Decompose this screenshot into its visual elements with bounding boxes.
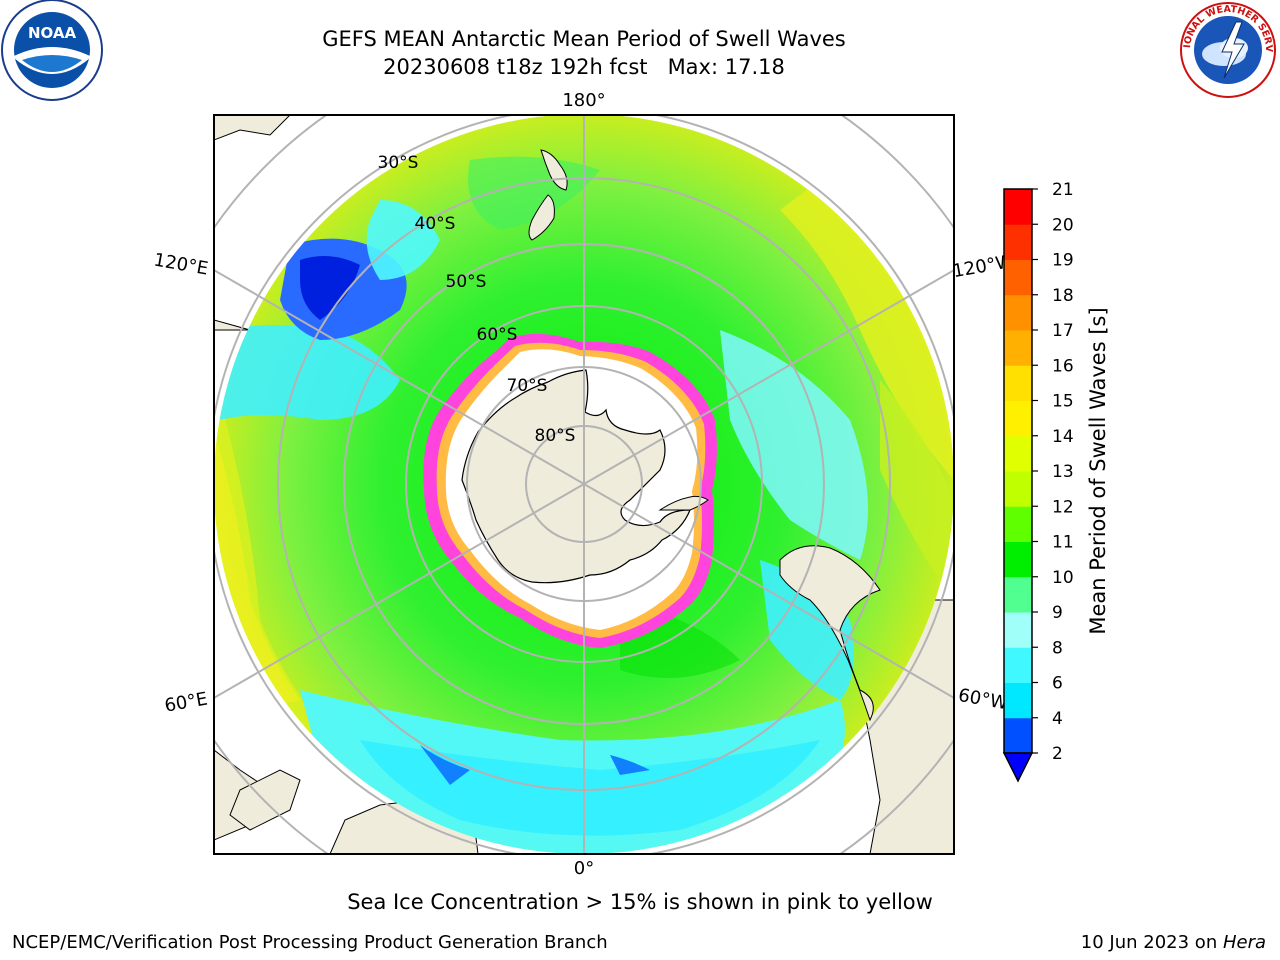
noaa-logo: NOAA <box>1 0 103 101</box>
colorbar-segment <box>1004 365 1032 401</box>
footer-date-text: 10 Jun 2023 on <box>1080 932 1223 953</box>
colorbar-tick-label: 20 <box>1052 215 1074 235</box>
colorbar-segment <box>1004 576 1032 613</box>
colorbar-tick-label: 11 <box>1052 533 1074 553</box>
sea-ice-note: Sea Ice Concentration > 15% is shown in … <box>347 890 933 914</box>
map-frame <box>213 114 955 855</box>
lat-label-50s: 50°S <box>446 272 487 292</box>
new-zealand <box>528 149 568 241</box>
colorbar-tick-label: 16 <box>1052 356 1074 376</box>
colorbar-segment <box>1004 541 1032 578</box>
lat-label-40s: 40°S <box>415 214 456 234</box>
colorbar-segment <box>1004 682 1032 719</box>
colorbar-tick-label: 9 <box>1052 603 1063 623</box>
colorbar-tick-label: 21 <box>1052 180 1074 200</box>
colorbar-segment <box>1004 294 1032 331</box>
colorbar-segments <box>1002 188 1034 783</box>
colorbar-tick-label: 14 <box>1052 427 1074 447</box>
colorbar-segment <box>1004 717 1032 754</box>
footer-credit: NCEP/EMC/Verification Post Processing Pr… <box>12 932 608 953</box>
footer-date: 10 Jun 2023 on Hera <box>1081 932 1266 953</box>
noaa-logo-text: NOAA <box>28 24 77 42</box>
colorbar-tick-label: 4 <box>1052 709 1063 729</box>
colorbar-segment <box>1004 435 1032 472</box>
south-america-tip <box>779 545 881 722</box>
lat-label-60s: 60°S <box>477 325 518 345</box>
map-subtitle: 20230608 t18z 192h fcst Max: 17.18 <box>383 55 785 79</box>
colorbar-segment <box>1004 506 1032 542</box>
colorbar-tick-label: 15 <box>1052 392 1074 412</box>
colorbar-tick-label: 17 <box>1052 321 1074 341</box>
colorbar-segment <box>1004 400 1032 437</box>
colorbar-segment <box>1004 647 1032 683</box>
colorbar-segment <box>1004 259 1032 296</box>
lat-label-30s: 30°S <box>378 153 419 173</box>
colorbar-segment <box>1004 189 1032 225</box>
colorbar-tick-label: 18 <box>1052 286 1074 306</box>
colorbar-segment <box>1004 330 1032 366</box>
lat-label-80s: 80°S <box>535 426 576 446</box>
colorbar-under-extension <box>1002 752 1034 783</box>
colorbar-ticks: 2 4 6 8 9 10 11 12 13 14 15 16 17 18 19 20 21 <box>1032 180 1074 764</box>
lon-label-180: 180° <box>562 90 605 111</box>
footer-host: Hera <box>1222 932 1266 953</box>
colorbar-tick-label: 12 <box>1052 497 1074 517</box>
map-title: GEFS MEAN Antarctic Mean Period of Swell… <box>322 27 846 51</box>
colorbar-tick-label: 6 <box>1052 674 1063 694</box>
colorbar-tick-label: 10 <box>1052 568 1074 588</box>
lon-label-0: 0° <box>574 858 594 879</box>
colorbar-segment <box>1004 471 1032 507</box>
colorbar-tick-label: 8 <box>1052 638 1063 658</box>
colorbar-tick-label: 13 <box>1052 462 1074 482</box>
lat-label-70s: 70°S <box>507 376 548 396</box>
colorbar-tick-label: 2 <box>1052 744 1063 764</box>
colorbar-segment <box>1004 612 1032 648</box>
nws-logo: NATIONAL WEATHER SERVICE <box>1178 0 1276 98</box>
colorbar-tick-label: 19 <box>1052 251 1074 271</box>
colorbar-label: Mean Period of Swell Waves [s] <box>1086 307 1110 634</box>
graticule <box>214 115 954 854</box>
colorbar-segment <box>1004 224 1032 260</box>
